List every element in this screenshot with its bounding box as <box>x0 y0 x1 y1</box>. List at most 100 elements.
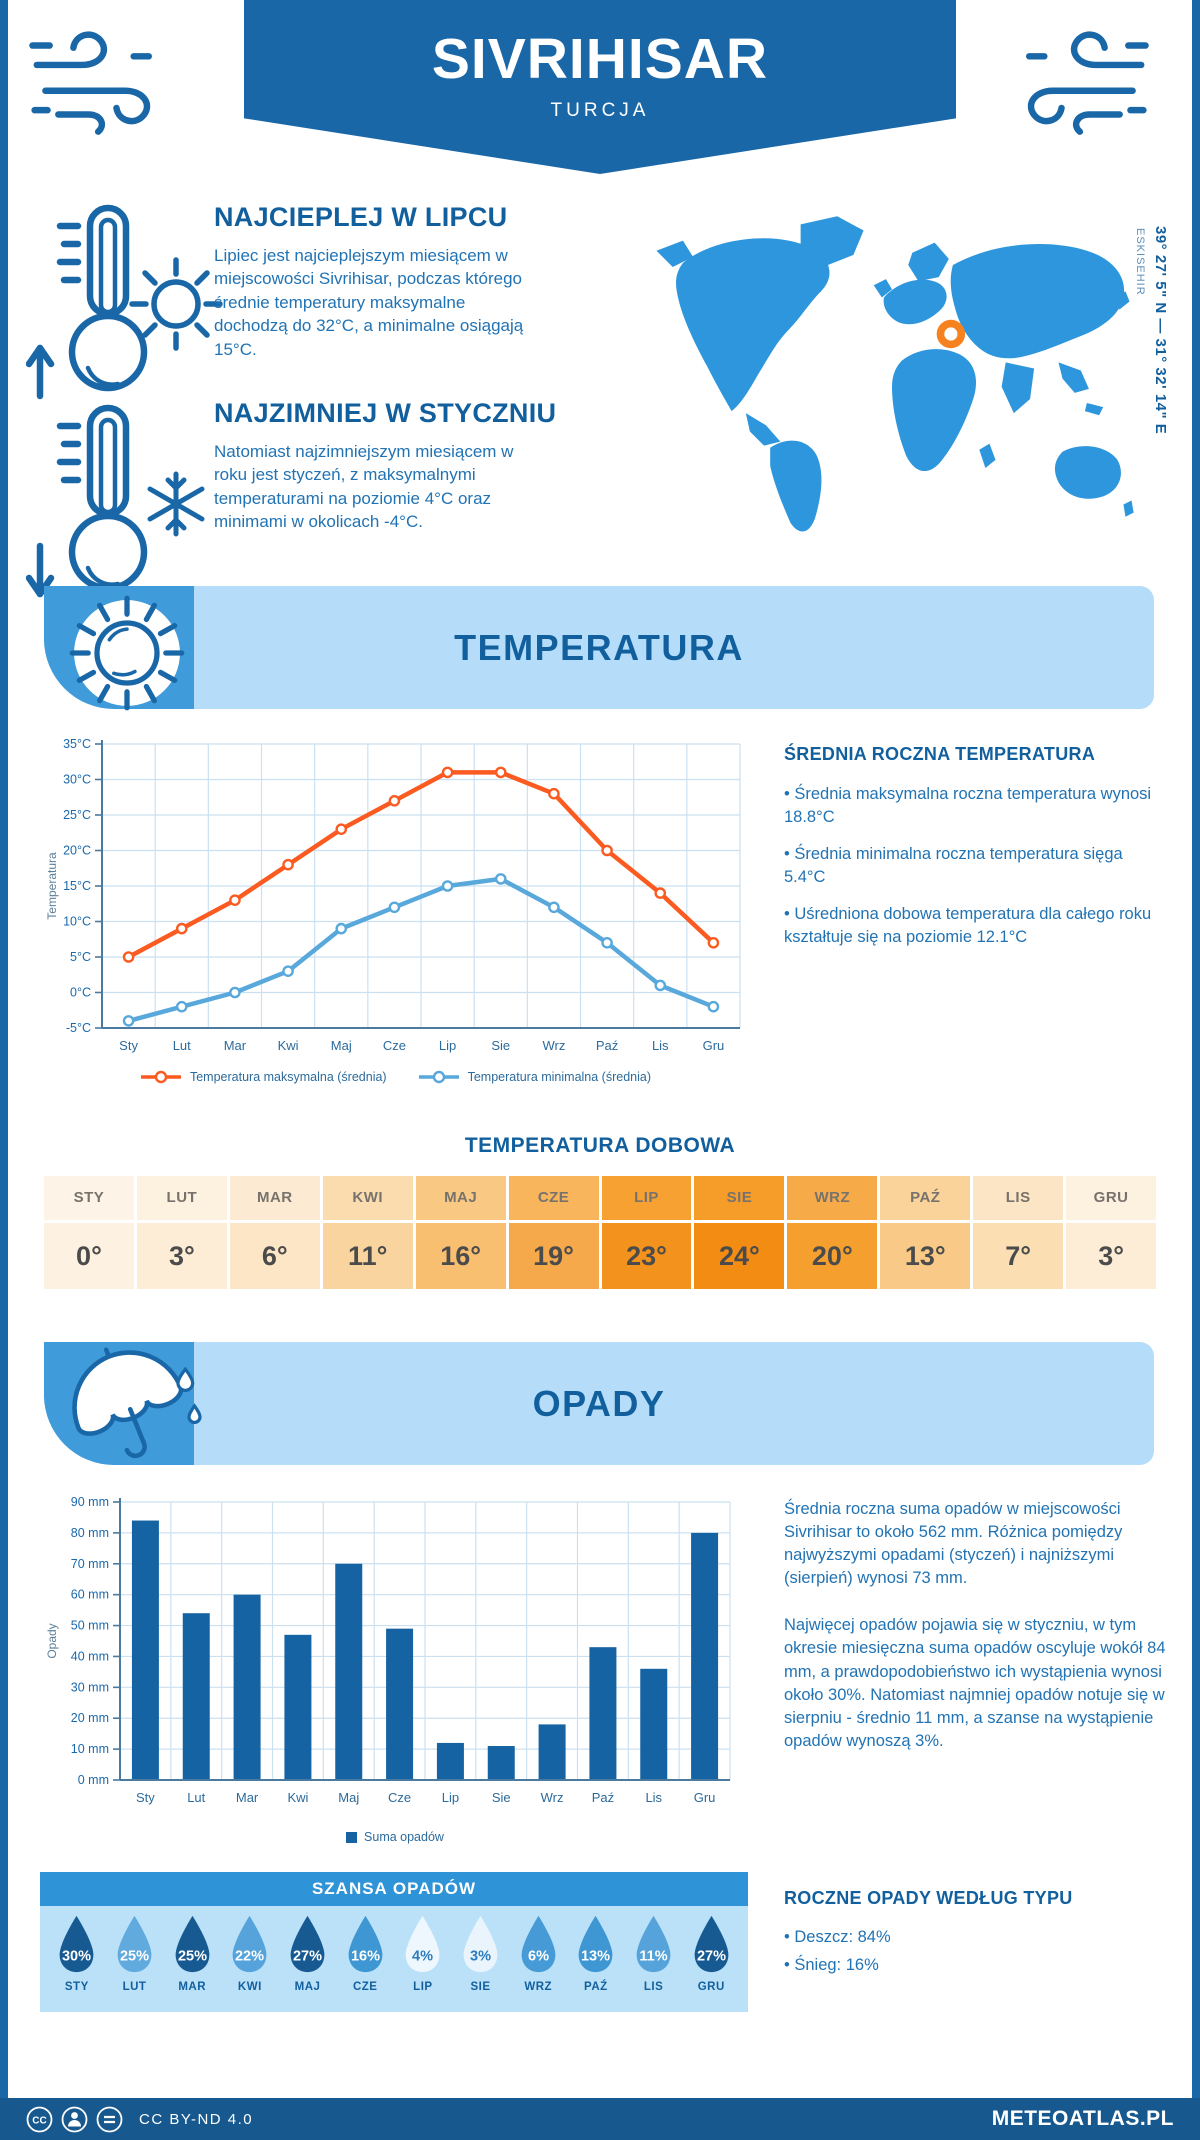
svg-text:30 mm: 30 mm <box>71 1680 109 1694</box>
chance-drop: 27% MAJ <box>279 1914 337 1993</box>
table-month-header: CZE <box>508 1176 599 1220</box>
droplet-icon: 13% <box>579 1915 613 1973</box>
svg-text:0 mm: 0 mm <box>78 1773 109 1787</box>
table-temperature-value: 23° <box>601 1223 692 1289</box>
svg-text:80 mm: 80 mm <box>71 1526 109 1540</box>
wind-icon <box>1026 31 1149 135</box>
snow-percent: • Śnieg: 16% <box>784 1956 879 1974</box>
svg-text:20 mm: 20 mm <box>71 1711 109 1725</box>
license-group: CC CC BY-ND 4.0 <box>26 2106 253 2133</box>
chance-drop: 30% STY <box>48 1914 106 1993</box>
precipitation-chance-drops: 30% STY 25% LUT 25% MAR 22% KWI 27% MAJ 16% CZE 4% LI… <box>40 1906 748 1993</box>
svg-text:Sie: Sie <box>491 1038 510 1053</box>
chance-drop: 6% WRZ <box>509 1914 567 1993</box>
table-temperature-value: 3° <box>1066 1223 1157 1289</box>
chance-drop: 25% MAR <box>163 1914 221 1993</box>
table-month-header: WRZ <box>787 1176 878 1220</box>
table-temperature-value: 24° <box>694 1223 785 1289</box>
svg-text:Lut: Lut <box>173 1038 191 1053</box>
daily-temperature-table: STY 0° LUT 3° MAR 6° KWI 11° MAJ 16° CZE 19° LIP 23° S… <box>44 1176 1157 1289</box>
chance-drop: 13% PAŹ <box>567 1914 625 1993</box>
coldest-month-text: Natomiast najzimniejszym miesiącem w rok… <box>214 442 514 532</box>
legend-item: Suma opadów <box>346 1830 444 1844</box>
svg-text:Maj: Maj <box>338 1790 359 1805</box>
svg-text:25%: 25% <box>178 1948 207 1964</box>
legend-label: Temperatura maksymalna (średnia) <box>189 1070 387 1084</box>
table-temperature-value: 16° <box>415 1223 506 1289</box>
table-temperature-value: 11° <box>322 1223 413 1289</box>
svg-text:Opady: Opady <box>45 1623 59 1658</box>
svg-text:50 mm: 50 mm <box>71 1619 109 1633</box>
sun-icon <box>129 257 223 351</box>
chance-month-label: SIE <box>470 1981 491 1993</box>
side-border-right <box>1192 0 1200 2140</box>
table-column: WRZ 20° <box>787 1176 878 1289</box>
droplet-icon: 4% <box>405 1915 440 1973</box>
svg-text:15°C: 15°C <box>63 879 91 893</box>
table-column: MAR 6° <box>229 1176 320 1289</box>
warmest-month-title: NAJCIEPLEJ W LIPCU <box>214 202 508 232</box>
svg-text:30%: 30% <box>62 1948 91 1964</box>
droplet-icon: 6% <box>521 1915 556 1973</box>
svg-text:20°C: 20°C <box>63 844 91 858</box>
temperature-section-banner: TEMPERATURA <box>44 586 1154 711</box>
table-temperature-value: 7° <box>973 1223 1064 1289</box>
droplet-icon: 3% <box>463 1915 498 1973</box>
precipitation-section-title: OPADY <box>532 1383 666 1424</box>
svg-text:Lip: Lip <box>442 1790 459 1805</box>
precipitation-chart-legend: Suma opadów <box>40 1830 750 1844</box>
svg-text:5°C: 5°C <box>70 950 91 964</box>
svg-text:Gru: Gru <box>694 1790 716 1805</box>
svg-text:35°C: 35°C <box>63 737 91 751</box>
svg-text:Kwi: Kwi <box>278 1038 299 1053</box>
chance-month-label: MAR <box>178 1981 207 1993</box>
svg-text:Cze: Cze <box>388 1790 411 1805</box>
table-month-header: KWI <box>322 1176 413 1220</box>
temperature-chart-svg: 35°C 30°C 25°C 20°C 15°C 10°C 5°C 0°C -5°C Sty Lut… <box>45 737 741 1053</box>
svg-text:10°C: 10°C <box>63 915 91 929</box>
chance-month-label: WRZ <box>524 1981 553 1993</box>
table-month-header: LIP <box>601 1176 692 1220</box>
droplet-icon: 27% <box>290 1915 325 1973</box>
precipitation-chance-panel: SZANSA OPADÓW 30% STY 25% LUT 25% MAR 22% KWI 27… <box>40 1872 748 2012</box>
svg-text:27%: 27% <box>697 1948 726 1964</box>
snowflake-icon <box>147 471 205 537</box>
svg-text:Paź: Paź <box>592 1790 614 1805</box>
table-column: CZE 19° <box>508 1176 599 1289</box>
warmest-month-text: Lipiec jest najcieplejszym miesiącem w m… <box>214 246 524 359</box>
svg-text:Paź: Paź <box>596 1038 618 1053</box>
svg-text:4%: 4% <box>412 1948 433 1964</box>
legend-label: Suma opadów <box>364 1830 444 1844</box>
svg-text:Kwi: Kwi <box>287 1790 308 1805</box>
svg-text:16%: 16% <box>351 1948 380 1964</box>
chance-month-label: CZE <box>352 1981 378 1993</box>
chance-month-label: STY <box>64 1981 89 1993</box>
site-name: METEOATLAS.PL <box>991 2107 1174 2130</box>
license-text: CC BY-ND 4.0 <box>139 2110 254 2128</box>
umbrella-icon <box>72 1347 202 1459</box>
svg-text:Temperatura: Temperatura <box>45 852 59 920</box>
table-temperature-value: 19° <box>508 1223 599 1289</box>
map-coordinates: 39° 27' 5" N — 31° 32' 14" E <box>1152 226 1169 435</box>
temperature-section-title: TEMPERATURA <box>454 627 744 668</box>
chance-drop: 16% CZE <box>336 1914 394 1993</box>
temperature-summary-bullet: • Uśredniona dobowa temperatura dla całe… <box>784 905 1152 947</box>
droplet-icon: 16% <box>348 1915 383 1973</box>
svg-text:Wrz: Wrz <box>541 1790 564 1805</box>
svg-text:22%: 22% <box>235 1948 264 1964</box>
droplet-icon: 11% <box>636 1915 671 1973</box>
temperature-chart: 35°C 30°C 25°C 20°C 15°C 10°C 5°C 0°C -5°C Sty Lut… <box>40 734 750 1079</box>
svg-text:30°C: 30°C <box>63 773 91 787</box>
legend-item: Temperatura minimalna (średnia) <box>417 1070 651 1084</box>
wind-icon <box>29 31 152 135</box>
chance-month-label: KWI <box>237 1981 262 1993</box>
svg-text:70 mm: 70 mm <box>71 1557 109 1571</box>
sun-banner-icon <box>69 595 185 711</box>
chance-month-label: GRU <box>697 1981 725 1993</box>
temperature-summary: ŚREDNIA ROCZNA TEMPERATURA • Średnia mak… <box>784 744 1164 964</box>
svg-text:13%: 13% <box>581 1948 610 1964</box>
table-month-header: STY <box>44 1176 134 1220</box>
table-temperature-value: 6° <box>229 1223 320 1289</box>
svg-text:25%: 25% <box>120 1948 149 1964</box>
